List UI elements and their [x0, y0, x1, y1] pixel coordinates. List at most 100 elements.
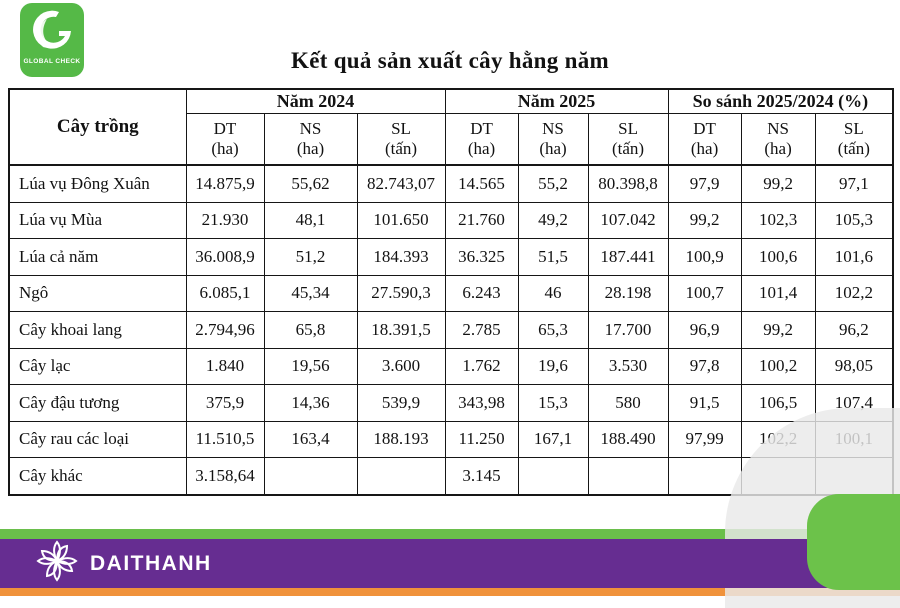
unit-header-cell: DT (ha)	[444, 113, 519, 166]
unit-header-cell: SL (tấn)	[587, 113, 669, 166]
value-cell: 3.158,64	[185, 457, 265, 495]
value-cell: 105,3	[814, 201, 894, 239]
unit-header-cell: DT (ha)	[185, 113, 265, 166]
value-cell: 101,6	[814, 238, 894, 276]
value-cell: 27.590,3	[356, 274, 446, 312]
daithanh-brand-label: DAITHANH	[90, 551, 212, 575]
value-cell: 14.875,9	[185, 164, 265, 203]
daithanh-flower-icon	[36, 540, 78, 587]
crop-name-cell: Lúa vụ Mùa	[8, 201, 187, 239]
unit-header-cell: NS (ha)	[263, 113, 358, 166]
value-cell: 99,2	[667, 201, 742, 239]
value-cell: 101,4	[740, 274, 816, 312]
table-body: Lúa vụ Đông Xuân 14.875,9 55,62 82.743,07 14…	[8, 164, 894, 495]
value-cell	[587, 457, 669, 495]
value-cell: 51,2	[263, 238, 358, 276]
value-cell: 3.530	[587, 347, 669, 385]
value-cell: 102,2	[814, 274, 894, 312]
value-cell: 99,2	[740, 164, 816, 203]
value-cell: 36.008,9	[185, 238, 265, 276]
year-2025-header: Năm 2025	[444, 88, 669, 114]
global-check-label: GLOBAL CHECK	[23, 58, 81, 65]
unit-header-cell: SL (tấn)	[814, 113, 894, 166]
value-cell: 101.650	[356, 201, 446, 239]
value-cell: 188.490	[587, 420, 669, 458]
value-cell: 163,4	[263, 420, 358, 458]
value-cell: 18.391,5	[356, 311, 446, 349]
value-cell: 48,1	[263, 201, 358, 239]
unit-header-row: DT (ha) NS (ha) SL (tấn) DT (ha) NS (ha) SL (tấn) DT…	[9, 113, 894, 166]
footer-brand-bar: DAITHANH	[0, 539, 900, 588]
value-cell: 21.930	[185, 201, 265, 239]
value-cell: 19,6	[517, 347, 589, 385]
table-row: Cây khoai lang 2.794,96 65,8 18.391,5 2.785 6…	[8, 311, 894, 349]
value-cell	[356, 457, 446, 495]
global-check-g-icon	[29, 3, 75, 60]
value-cell	[263, 457, 358, 495]
value-cell: 99,2	[740, 311, 816, 349]
value-cell: 11.510,5	[185, 420, 265, 458]
value-cell: 21.760	[444, 201, 519, 239]
value-cell: 97,8	[667, 347, 742, 385]
value-cell: 2.785	[444, 311, 519, 349]
value-cell: 55,62	[263, 164, 358, 203]
value-cell: 187.441	[587, 238, 669, 276]
value-cell: 14,36	[263, 384, 358, 422]
green-corner-shape	[807, 494, 900, 590]
value-cell: 100,2	[740, 347, 816, 385]
crop-name-cell: Ngô	[8, 274, 187, 312]
crop-name-cell: Cây khác	[8, 457, 187, 495]
unit-header-cell: SL (tấn)	[356, 113, 446, 166]
crop-name-cell: Cây lạc	[8, 347, 187, 385]
table-row: Lúa cả năm 36.008,9 51,2 184.393 36.325 51,5 1…	[8, 238, 894, 276]
value-cell: 65,3	[517, 311, 589, 349]
value-cell: 82.743,07	[356, 164, 446, 203]
value-cell: 100,7	[667, 274, 742, 312]
value-cell: 97,1	[814, 164, 894, 203]
footer-orange-stripe	[0, 588, 900, 596]
value-cell	[517, 457, 589, 495]
value-cell: 65,8	[263, 311, 358, 349]
value-cell: 46	[517, 274, 589, 312]
crop-name-cell: Lúa cả năm	[8, 238, 187, 276]
value-cell: 343,98	[444, 384, 519, 422]
crop-name-cell: Cây rau các loại	[8, 420, 187, 458]
comparison-header: So sánh 2025/2024 (%)	[667, 88, 894, 114]
table-row: Lúa vụ Mùa 21.930 48,1 101.650 21.760 49,2 107…	[8, 201, 894, 239]
unit-header-cell: NS (ha)	[517, 113, 589, 166]
table-row: Ngô 6.085,1 45,34 27.590,3 6.243 46 28.198 100,…	[8, 274, 894, 312]
crop-name-cell: Cây đậu tương	[8, 384, 187, 422]
value-cell: 580	[587, 384, 669, 422]
group-header-row: Cây trồng Năm 2024 Năm 2025 So sánh 2025…	[8, 88, 894, 166]
value-cell: 2.794,96	[185, 311, 265, 349]
value-cell: 91,5	[667, 384, 742, 422]
value-cell: 28.198	[587, 274, 669, 312]
value-cell: 6.243	[444, 274, 519, 312]
value-cell: 49,2	[517, 201, 589, 239]
value-cell: 1.840	[185, 347, 265, 385]
value-cell: 55,2	[517, 164, 589, 203]
value-cell: 188.193	[356, 420, 446, 458]
value-cell: 3.600	[356, 347, 446, 385]
value-cell: 184.393	[356, 238, 446, 276]
value-cell: 15,3	[517, 384, 589, 422]
value-cell: 19,56	[263, 347, 358, 385]
value-cell: 36.325	[444, 238, 519, 276]
value-cell: 97,9	[667, 164, 742, 203]
year-2024-header: Năm 2024	[185, 88, 446, 114]
value-cell: 167,1	[517, 420, 589, 458]
crop-column-header: Cây trồng	[8, 88, 187, 166]
global-check-logo: GLOBAL CHECK	[20, 3, 84, 77]
value-cell: 97,99	[667, 420, 742, 458]
value-cell: 98,05	[814, 347, 894, 385]
value-cell: 539,9	[356, 384, 446, 422]
value-cell: 102,3	[740, 201, 816, 239]
table-row: Cây lạc 1.840 19,56 3.600 1.762 19,6 3.530 97,8…	[8, 347, 894, 385]
value-cell: 51,5	[517, 238, 589, 276]
value-cell: 96,9	[667, 311, 742, 349]
table-row: Lúa vụ Đông Xuân 14.875,9 55,62 82.743,07 14…	[8, 164, 894, 203]
value-cell: 14.565	[444, 164, 519, 203]
value-cell: 45,34	[263, 274, 358, 312]
value-cell: 100,6	[740, 238, 816, 276]
unit-header-cell: DT (ha)	[667, 113, 742, 166]
